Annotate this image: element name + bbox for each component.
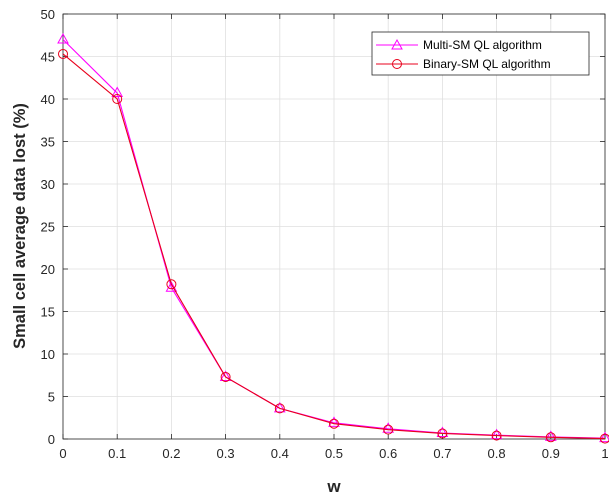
- x-tick-label: 0.3: [217, 446, 235, 461]
- y-tick-label: 50: [41, 7, 55, 22]
- x-tick-label: 0.6: [379, 446, 397, 461]
- series-line-binary-sm: [62, 53, 606, 440]
- y-tick-label: 0: [48, 432, 55, 447]
- legend-marker-triangle: [391, 38, 403, 50]
- legend: Multi-SM QL algorithm Binary-SM QL algor…: [371, 31, 590, 76]
- legend-label-binary: Binary-SM QL algorithm: [423, 57, 551, 71]
- legend-box: [371, 31, 590, 76]
- data-point-circle: [491, 430, 502, 441]
- data-point-circle: [220, 371, 231, 382]
- axes: [62, 13, 606, 440]
- x-tick-label: 0.2: [162, 446, 180, 461]
- x-tick-label: 0.1: [108, 446, 126, 461]
- y-tick-label: 15: [41, 305, 55, 320]
- y-tick-label: 20: [41, 262, 55, 277]
- data-point-triangle: [165, 281, 178, 292]
- x-tick-label: 1: [601, 446, 608, 461]
- legend-marker-circle: [392, 59, 402, 69]
- series-layer: [57, 32, 609, 444]
- y-tick-label: 45: [41, 50, 55, 65]
- x-tick-label: 0.5: [325, 446, 343, 461]
- data-point-triangle: [544, 430, 557, 441]
- x-tick-label: 0.7: [433, 446, 451, 461]
- x-tick-label: 0.4: [271, 446, 289, 461]
- y-tick-label: 10: [41, 347, 55, 362]
- data-point-circle: [112, 94, 123, 104]
- y-tick-label: 5: [48, 390, 55, 405]
- y-tick-label: 25: [41, 220, 55, 235]
- data-point-triangle: [328, 416, 340, 427]
- x-axis-title: w: [326, 477, 341, 496]
- data-point-triangle: [436, 426, 449, 438]
- data-point-circle: [545, 432, 556, 443]
- y-tick-labels: 0 5 10 15 20 25 30 35 40 45 50: [41, 7, 55, 447]
- y-tick-label: 40: [41, 92, 55, 107]
- x-tick-label: 0.9: [542, 446, 560, 461]
- data-point-triangle: [599, 431, 609, 443]
- data-point-circle: [383, 424, 394, 435]
- data-point-circle: [329, 418, 339, 429]
- data-point-triangle: [219, 370, 232, 381]
- y-tick-label: 30: [41, 177, 55, 192]
- y-tick-label: 35: [41, 135, 55, 150]
- data-point-circle: [600, 433, 609, 444]
- data-point-triangle: [490, 428, 503, 440]
- y-axis-title: Small cell average data lost (%): [11, 103, 29, 349]
- axes-box: [62, 13, 606, 440]
- x-tick-labels: 0 0.1 0.2 0.3 0.4 0.5 0.6 0.7 0.8 0.9 1: [59, 446, 608, 461]
- x-tick-label: 0.8: [488, 446, 506, 461]
- data-point-triangle: [382, 422, 395, 433]
- legend-label-multi: Multi-SM QL algorithm: [423, 38, 542, 52]
- data-point-circle: [58, 48, 68, 59]
- x-tick-label: 0: [59, 446, 66, 461]
- data-point-circle: [166, 279, 177, 290]
- data-point-triangle: [111, 86, 124, 98]
- data-point-triangle: [57, 32, 69, 44]
- data-point-circle: [274, 403, 285, 414]
- data-point-circle: [437, 428, 448, 439]
